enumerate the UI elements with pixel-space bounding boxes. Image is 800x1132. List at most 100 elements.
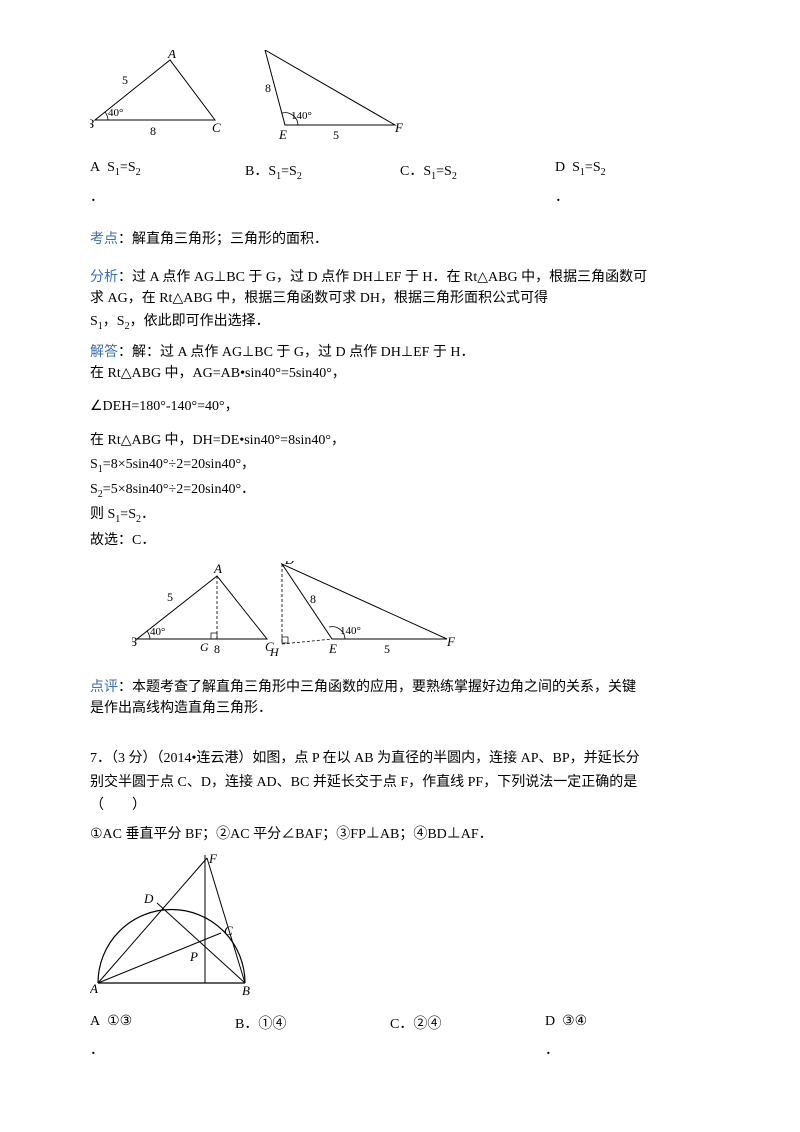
option2-D: D ③④ xyxy=(545,1013,675,1033)
svg-text:P: P xyxy=(189,949,198,964)
o2D-text: ③④ xyxy=(562,1014,587,1029)
q7-opts: ①AC 垂直平分 BF；②AC 平分∠BAF；③FP⊥AB；④BD⊥AF． xyxy=(90,823,710,847)
fenxi-l1: 过 A 点作 AG⊥BC 于 G，过 D 点作 DH⊥EF 于 H．在 Rt△A… xyxy=(132,270,647,285)
options-row-2: A ①③ B．①④ C．②④ D ③④ xyxy=(90,1013,710,1033)
jieda-sep: ： xyxy=(118,345,132,360)
side-8b: 8 xyxy=(265,81,271,95)
dianping-sep: ： xyxy=(118,680,132,695)
label-B: B xyxy=(90,116,94,131)
svg-text:E: E xyxy=(328,641,337,656)
svg-text:B: B xyxy=(132,634,137,649)
opt-A-marker: A xyxy=(90,160,100,175)
svg-text:G: G xyxy=(200,640,209,654)
options-dots-2: ． ． xyxy=(90,1039,710,1059)
question-7: 7．（3 分）（2014•连云港）如图，点 P 在以 AB 为直径的半圆内，连接… xyxy=(90,748,710,847)
dot-A: ． xyxy=(90,186,245,206)
dianping-label: 点评 xyxy=(90,680,118,695)
jieda-section: 解答：解：过 A 点作 AG⊥BC 于 G，过 D 点作 DH⊥EF 于 H． … xyxy=(90,341,710,552)
options-row-1: A S1=S2 B．S1=S2 C．S1=S2 D S1=S2 xyxy=(90,160,710,182)
fenxi-section: 分析：过 A 点作 AG⊥BC 于 G，过 D 点作 DH⊥EF 于 H．在 R… xyxy=(90,266,710,335)
o2B-marker: B． xyxy=(235,1017,258,1032)
jieda-l2: 在 Rt△ABG 中，AG=AB•sin40°=5sin40°， xyxy=(90,363,710,385)
q7-l3: （ ） xyxy=(90,795,710,817)
side-5b: 5 xyxy=(333,128,339,142)
options-dots-1: ． ． xyxy=(90,186,710,206)
jieda-l8: 故选：C． xyxy=(90,530,710,552)
o2A-text: ①③ xyxy=(107,1014,132,1029)
option-D: D S1=S2 xyxy=(555,160,685,182)
label-D: D xyxy=(266,50,277,53)
svg-text:140°: 140° xyxy=(340,625,361,637)
figure-triangles-2: A B C G 8 5 40° D H E F 8 5 140° xyxy=(132,561,710,666)
fenxi-l2: 求 AG，在 Rt△ABG 中，根据三角函数可求 DH，根据三角形面积公式可得 xyxy=(90,288,710,310)
svg-text:A: A xyxy=(90,981,98,996)
jieda-l7: 则 S1=S2． xyxy=(90,504,710,527)
label-C: C xyxy=(212,120,221,135)
svg-text:8: 8 xyxy=(310,592,316,606)
jieda-label: 解答 xyxy=(90,345,118,360)
option-C: C．S1=S2 xyxy=(400,160,555,182)
svg-text:40°: 40° xyxy=(150,626,165,638)
page: A B C 5 8 40° D E F 8 5 140° A S1=S2 B．S… xyxy=(0,0,800,1101)
o2C-marker: C． xyxy=(390,1017,413,1032)
label-E: E xyxy=(278,127,287,142)
fenxi-sep: ： xyxy=(118,270,132,285)
dot2-D: ． xyxy=(545,1039,675,1059)
triangles-svg-2: A B C G 8 5 40° D H E F 8 5 140° xyxy=(132,561,472,661)
option2-B: B．①④ xyxy=(235,1013,390,1033)
kaodian-sep: ： xyxy=(118,232,132,247)
opt-C-marker: C． xyxy=(400,164,423,179)
opt-D-marker: D xyxy=(555,160,565,175)
svg-text:H: H xyxy=(269,645,280,659)
option-B: B．S1=S2 xyxy=(245,160,400,182)
kaodian-label: 考点 xyxy=(90,232,118,247)
label-A: A xyxy=(167,50,176,61)
figure-semicircle: A B F D C P xyxy=(90,853,710,1003)
dianping-section: 点评：本题考查了解直角三角形中三角函数的应用，要熟练掌握好边角之间的关系，关键 … xyxy=(90,676,710,720)
opt-A-text: S1=S2 xyxy=(107,160,140,175)
opt-C-text: S1=S2 xyxy=(423,164,456,179)
dot-D: ． xyxy=(555,186,685,206)
opt-B-text: S1=S2 xyxy=(268,164,301,179)
svg-text:A: A xyxy=(213,561,222,576)
angle-140: 140° xyxy=(291,110,312,122)
o2B-text: ①④ xyxy=(258,1017,286,1032)
triangles-svg-1: A B C 5 8 40° D E F 8 5 140° xyxy=(90,50,420,145)
angle-40: 40° xyxy=(108,107,123,119)
svg-text:5: 5 xyxy=(384,642,390,656)
option2-A: A ①③ xyxy=(90,1013,235,1033)
o2C-text: ②④ xyxy=(413,1017,441,1032)
fenxi-l3: S1，S2，依此即可作出选择． xyxy=(90,311,710,334)
q7-l1: 7．（3 分）（2014•连云港）如图，点 P 在以 AB 为直径的半圆内，连接… xyxy=(90,748,710,770)
option-A: A S1=S2 xyxy=(90,160,245,182)
dianping-l2: 是作出高线构造直角三角形． xyxy=(90,698,710,720)
svg-text:C: C xyxy=(224,923,233,938)
fenxi-label: 分析 xyxy=(90,270,118,285)
q7-l2: 别交半圆于点 C、D，连接 AD、BC 并延长交于点 F，作直线 PF，下列说法… xyxy=(90,772,710,794)
svg-text:F: F xyxy=(446,634,456,649)
o2D-marker: D xyxy=(545,1014,555,1029)
svg-text:D: D xyxy=(284,561,295,567)
svg-text:5: 5 xyxy=(167,590,173,604)
jieda-l5: S1=8×5sin40°÷2=20sin40°， xyxy=(90,454,710,477)
jieda-l1: 解：过 A 点作 AG⊥BC 于 G，过 D 点作 DH⊥EF 于 H． xyxy=(132,345,475,360)
figure-triangles-1: A B C 5 8 40° D E F 8 5 140° xyxy=(90,50,710,150)
jieda-l3: ∠DEH=180°-140°=40°， xyxy=(90,396,710,418)
side-8: 8 xyxy=(150,124,156,138)
kaodian-section: 考点：解直角三角形；三角形的面积． xyxy=(90,228,710,248)
jieda-l6: S2=5×8sin40°÷2=20sin40°． xyxy=(90,479,710,502)
dianping-l1: 本题考查了解直角三角形中三角函数的应用，要熟练掌握好边角之间的关系，关键 xyxy=(132,680,636,695)
semicircle-svg: A B F D C P xyxy=(90,853,290,998)
kaodian-text: 解直角三角形；三角形的面积． xyxy=(132,232,328,247)
opt-D-text: S1=S2 xyxy=(572,160,605,175)
dot2-A: ． xyxy=(90,1039,235,1059)
o2A-marker: A xyxy=(90,1014,100,1029)
svg-text:B: B xyxy=(242,983,250,998)
svg-text:8: 8 xyxy=(214,642,220,656)
option2-C: C．②④ xyxy=(390,1013,545,1033)
opt-B-marker: B． xyxy=(245,164,268,179)
jieda-l4: 在 Rt△ABG 中，DH=DE•sin40°=8sin40°， xyxy=(90,430,710,452)
side-5: 5 xyxy=(122,73,128,87)
svg-text:D: D xyxy=(143,891,154,906)
svg-text:F: F xyxy=(208,853,218,866)
